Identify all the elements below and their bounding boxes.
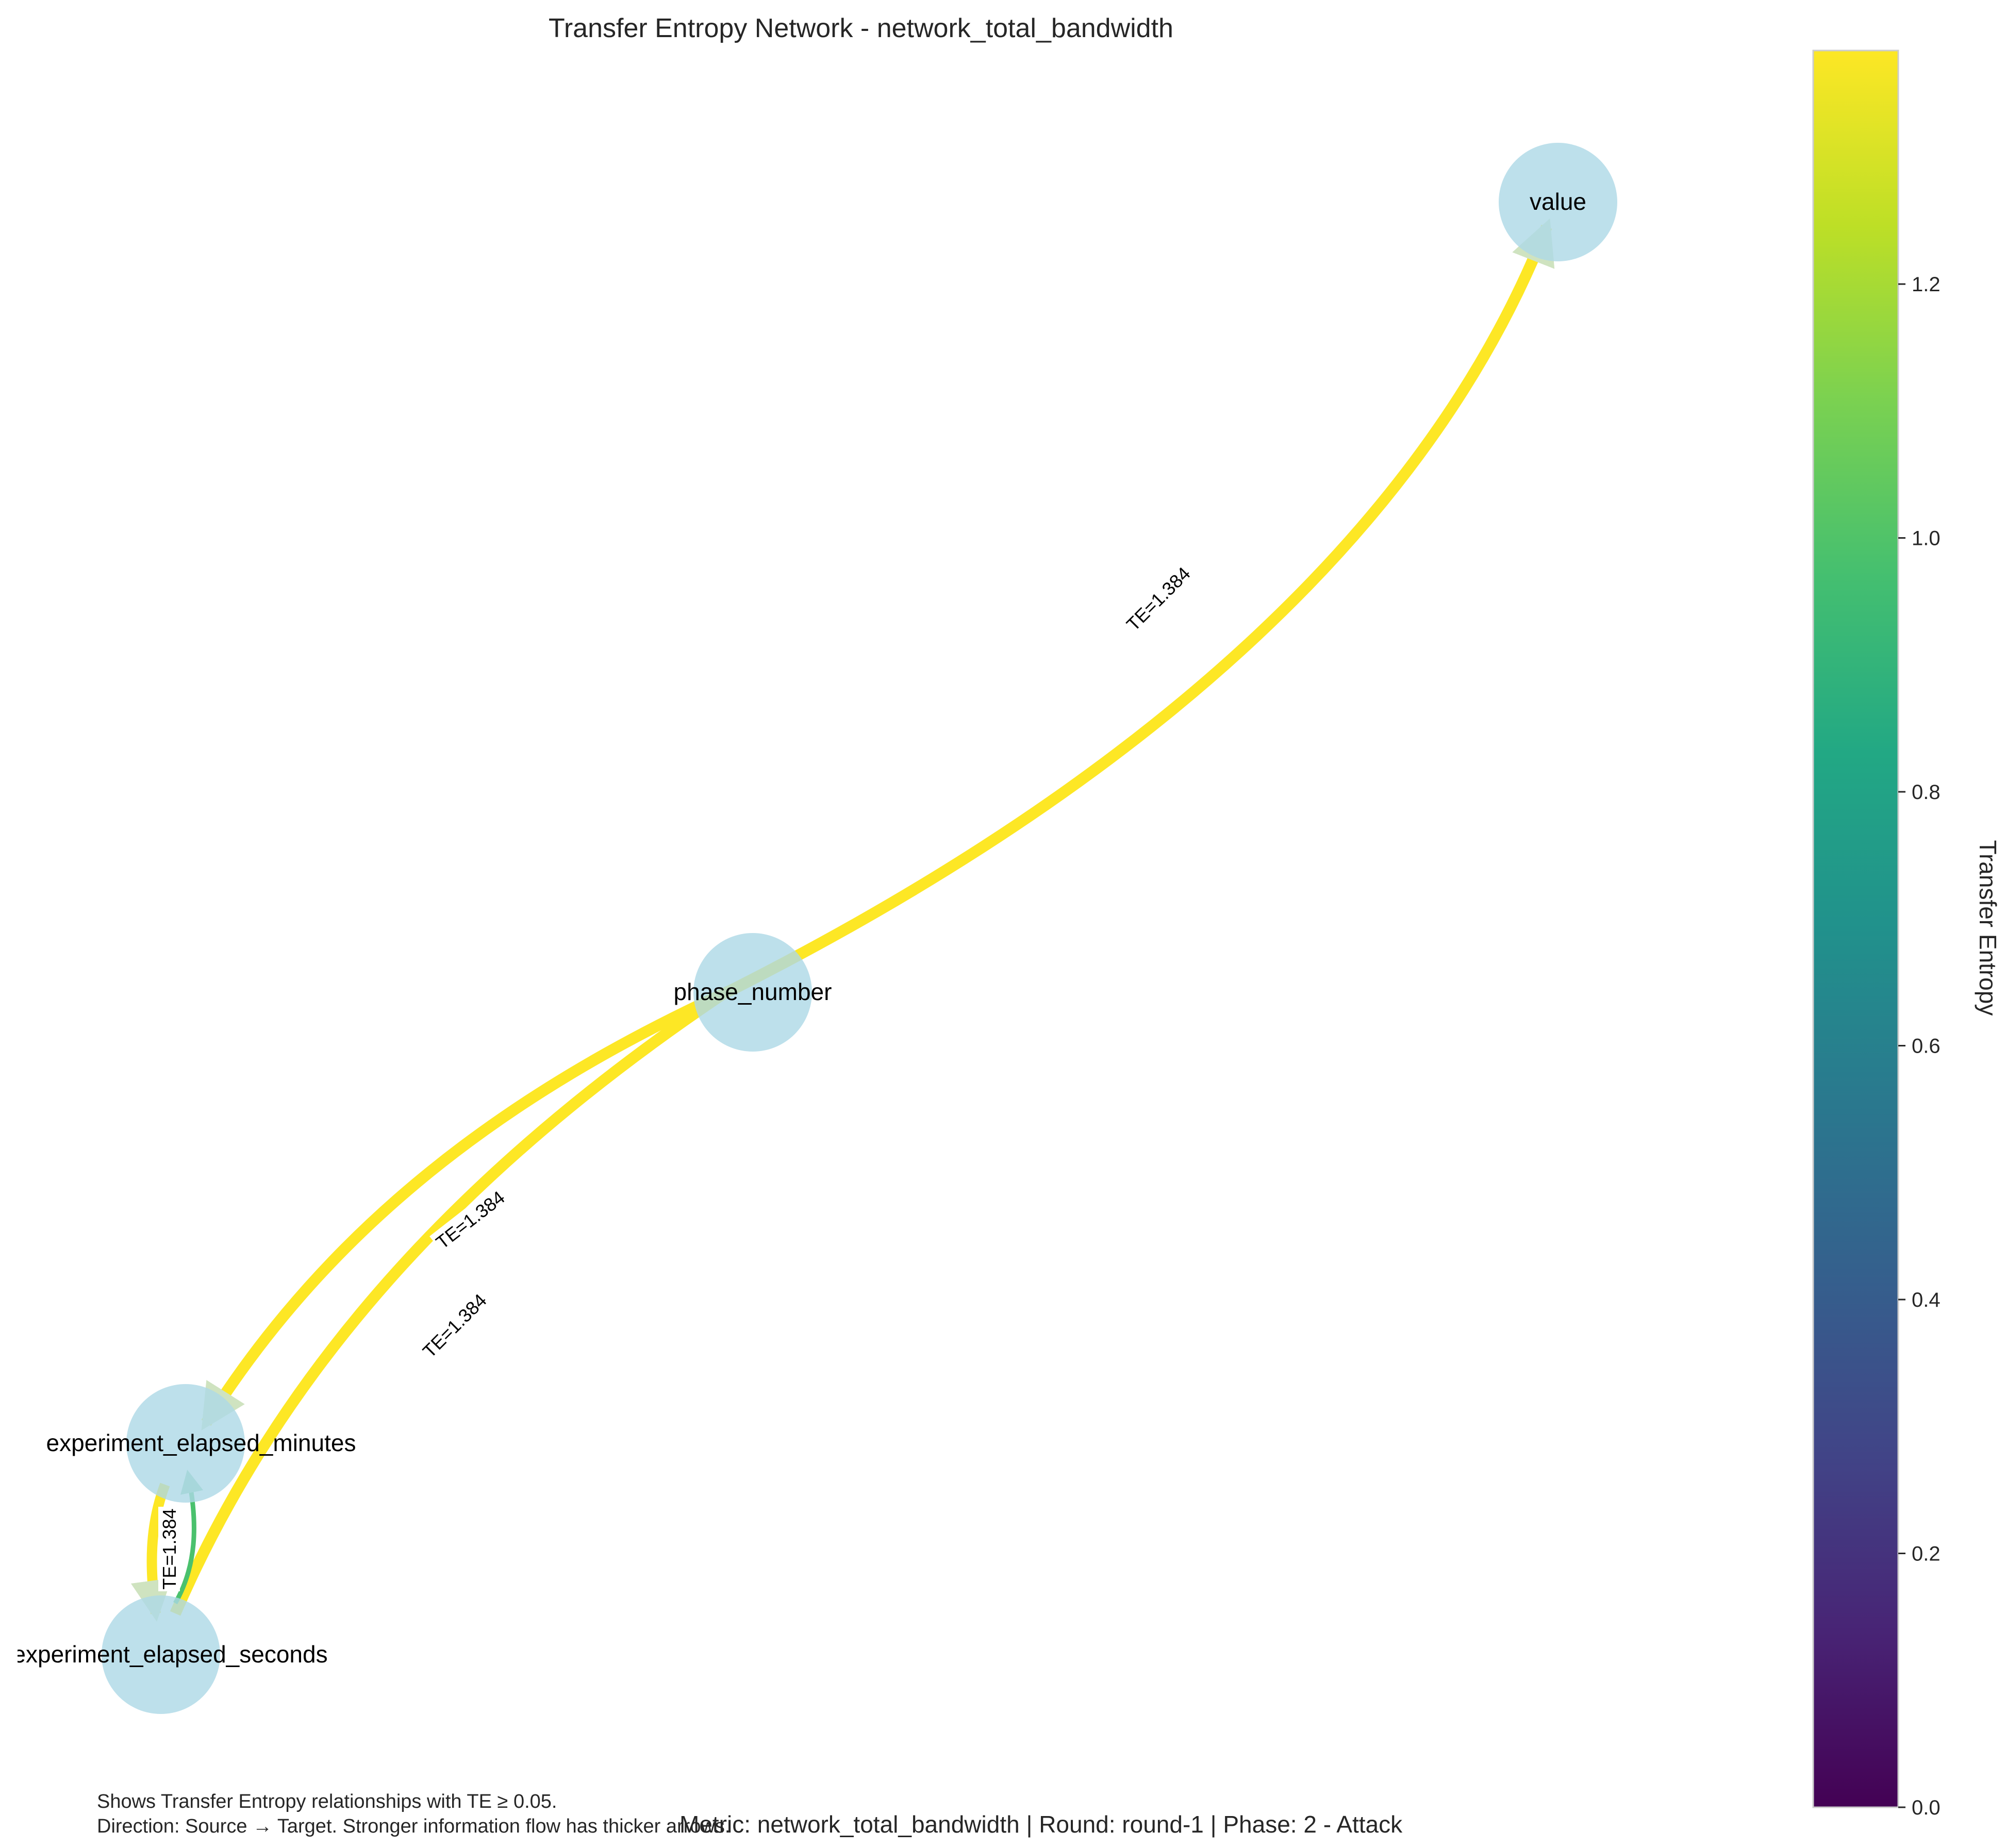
edge-label-bg xyxy=(158,1507,180,1591)
figure-title: Transfer Entropy Network - network_total… xyxy=(549,13,1173,43)
colorbar-tick-label: 0.2 xyxy=(1912,1543,1941,1566)
node-labels-layer: value phase_number experiment_elapsed_mi… xyxy=(12,188,1586,1668)
node-experiment-elapsed-minutes[interactable] xyxy=(126,1384,245,1503)
colorbar-tick-label: 0.6 xyxy=(1912,1035,1941,1058)
edge-label-bg xyxy=(1120,560,1196,637)
colorbar-tick-label: 0.0 xyxy=(1912,1796,1941,1819)
footer-line-1: Shows Transfer Entropy relationships wit… xyxy=(97,1791,557,1812)
edge-label-bg xyxy=(429,1184,510,1255)
colorbar-tick-label: 1.2 xyxy=(1912,273,1941,296)
node-label-value: value xyxy=(1530,188,1586,215)
metadata-caption: Metric: network_total_bandwidth | Round:… xyxy=(679,1811,1403,1838)
edge-phase-number-to-value xyxy=(730,218,1555,995)
left-clip-mask xyxy=(0,1629,18,1680)
edge-seconds-to-phase-number xyxy=(170,990,725,1616)
node-phase-number[interactable] xyxy=(693,933,812,1052)
node-label-phase-number: phase_number xyxy=(674,978,832,1005)
edge-label-minutes-to-seconds: TE=1.384 xyxy=(159,1508,180,1589)
edge-label-seconds-to-phase: TE=1.384 xyxy=(419,1290,491,1362)
edges-layer xyxy=(130,218,1555,1622)
edge-label-phase-to-value: TE=1.384 xyxy=(1122,563,1195,635)
edge-phase-number-to-minutes xyxy=(201,984,735,1430)
node-label-experiment-elapsed-seconds: experiment_elapsed_seconds xyxy=(12,1641,327,1668)
colorbar-gradient xyxy=(1812,49,1899,1808)
colorbar-tick-label: 1.0 xyxy=(1912,527,1941,550)
colorbar: 0.0 0.2 0.4 0.6 0.8 1.0 1.2 Transfer Entropy xyxy=(1812,49,2001,1819)
nodes-layer xyxy=(102,143,1617,1714)
colorbar-ticks: 0.0 0.2 0.4 0.6 0.8 1.0 1.2 xyxy=(1898,273,1941,1819)
node-label-experiment-elapsed-minutes: experiment_elapsed_minutes xyxy=(46,1429,356,1456)
colorbar-tick-label: 0.8 xyxy=(1912,781,1941,804)
node-value[interactable] xyxy=(1499,143,1617,261)
node-experiment-elapsed-seconds[interactable] xyxy=(102,1595,220,1714)
colorbar-tick-label: 0.4 xyxy=(1912,1289,1941,1311)
footer-line-2: Direction: Source → Target. Stronger inf… xyxy=(97,1816,730,1837)
colorbar-label: Transfer Entropy xyxy=(1975,840,2001,1016)
edge-label-bg xyxy=(416,1287,492,1363)
